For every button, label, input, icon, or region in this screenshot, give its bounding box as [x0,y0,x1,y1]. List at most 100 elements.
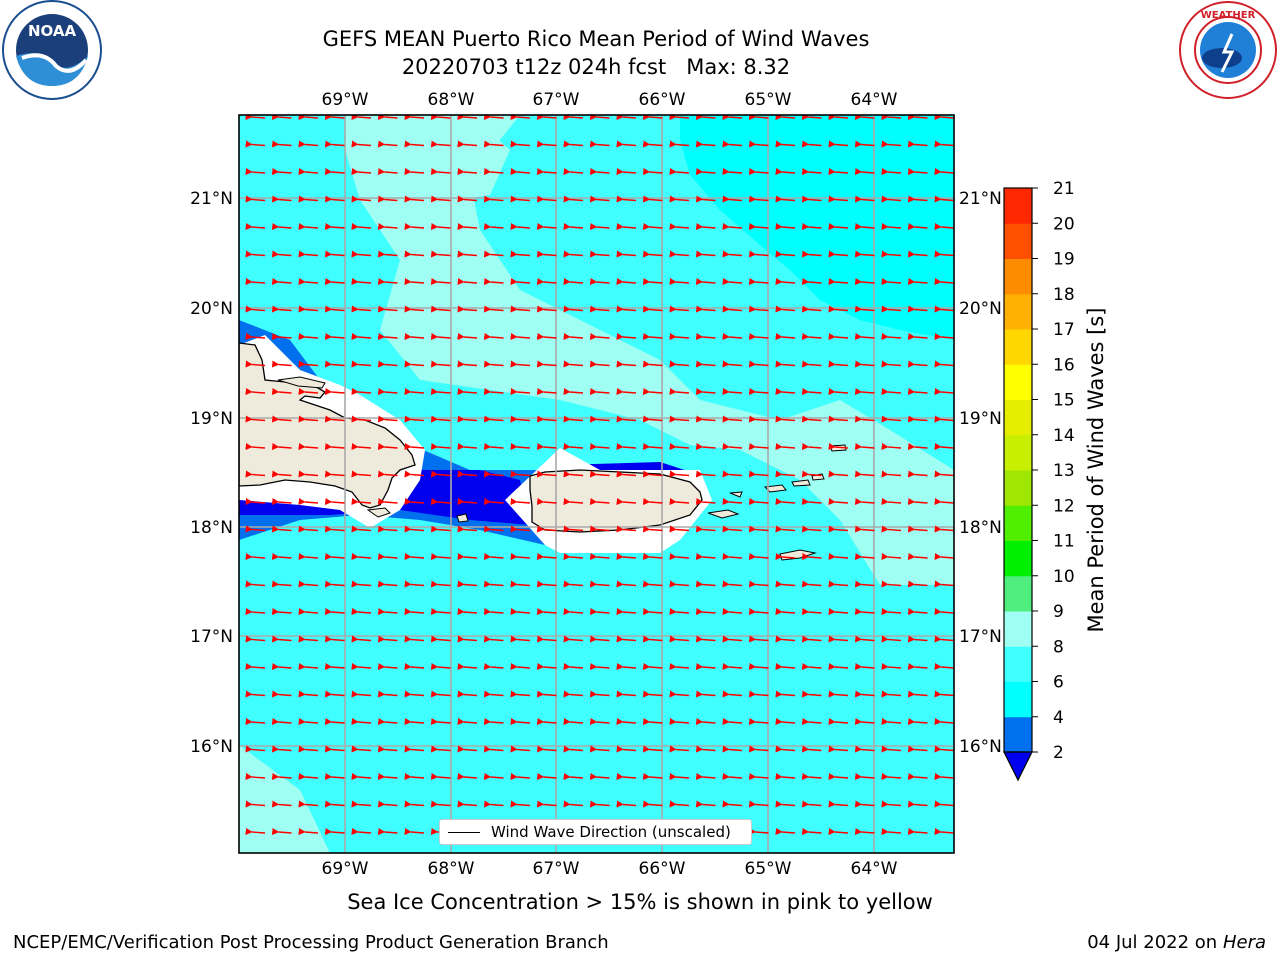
wave-direction-arrow [722,745,743,753]
wave-direction-arrow [324,415,345,423]
lat-label-left: 17°N [190,627,233,647]
colorbar-tick-label: 16 [1053,355,1075,375]
wave-direction-arrow [907,663,928,671]
wave-direction-arrow [934,525,954,533]
wave-direction-arrow [801,333,822,341]
wave-direction-arrow [801,115,822,121]
wave-direction-arrow [457,580,478,588]
wave-direction-arrow [404,140,425,148]
wave-direction-arrow [934,388,954,396]
wave-direction-arrow [510,360,531,368]
wave-direction-arrow [748,250,769,258]
wave-direction-arrow [324,388,345,396]
wave-direction-arrow [695,140,716,148]
wave-direction-arrow [298,223,319,231]
wave-direction-arrow [934,828,954,836]
wave-direction-arrow [536,580,557,588]
wave-direction-arrow [642,745,663,753]
wave-direction-arrow [245,250,266,258]
wave-direction-arrow [404,800,425,808]
wave-direction-arrow [351,443,372,451]
wave-direction-arrow [695,800,716,808]
colorbar-segment [1004,399,1032,436]
wave-direction-arrow [377,525,398,533]
wave-direction-arrow [589,800,610,808]
wave-direction-arrow [775,800,796,808]
wave-direction-arrow [722,305,743,313]
wave-direction-arrow [669,525,690,533]
wave-direction-arrow [801,168,822,176]
wave-direction-arrow [748,498,769,506]
wave-direction-arrow [907,773,928,781]
wave-direction-arrow [642,360,663,368]
wave-direction-arrow [483,388,504,396]
colorbar-tick-label: 14 [1053,426,1075,446]
wave-direction-arrow [377,278,398,286]
wave-direction-arrow [881,305,902,313]
wave-direction-arrow [669,745,690,753]
wave-direction-arrow [828,525,849,533]
wave-direction-arrow [642,800,663,808]
wave-direction-arrow [457,470,478,478]
wave-direction-arrow [298,388,319,396]
wave-direction-arrow [934,498,954,506]
wave-direction-arrow [722,800,743,808]
wave-direction-arrow [377,360,398,368]
wave-direction-arrow [669,608,690,616]
wave-direction-arrow [828,718,849,726]
wave-direction-arrow [510,580,531,588]
lon-label-bottom: 65°W [745,859,792,879]
wave-direction-arrow [510,140,531,148]
colorbar-segment [1004,470,1032,506]
wave-direction-arrow [536,635,557,643]
wave-direction-arrow [536,250,557,258]
wave-direction-arrow [616,223,637,231]
wave-direction-arrow [854,195,875,203]
wave-direction-arrow [695,333,716,341]
wave-direction-arrow [854,360,875,368]
colorbar-tick-label: 4 [1053,708,1064,728]
wave-direction-arrow [669,305,690,313]
wave-direction-arrow [404,115,425,121]
wave-direction-arrow [616,718,637,726]
wave-direction-arrow [563,580,584,588]
wave-direction-arrow [669,663,690,671]
wave-direction-arrow [298,663,319,671]
wave-direction-arrow [563,635,584,643]
wave-direction-arrow [589,333,610,341]
wave-direction-arrow [589,360,610,368]
wave-direction-arrow [934,635,954,643]
wave-direction-arrow [801,800,822,808]
wave-direction-arrow [298,443,319,451]
wave-direction-arrow [589,388,610,396]
wave-direction-arrow [828,333,849,341]
wave-direction-arrow [907,690,928,698]
wave-direction-arrow [695,498,716,506]
wave-direction-arrow [245,140,266,148]
wave-direction-arrow [404,360,425,368]
light-band-top [345,115,510,205]
wave-direction-arrow [271,140,292,148]
wave-direction-arrow [483,443,504,451]
wave-direction-arrow [669,580,690,588]
land-vieques [707,509,740,519]
wave-direction-arrow [695,115,716,121]
wave-direction-arrow [404,498,425,506]
wave-direction-arrow [271,333,292,341]
wave-direction-arrow [245,278,266,286]
wave-direction-arrow [801,745,822,753]
wave-direction-arrow [324,608,345,616]
wave-direction-arrow [801,580,822,588]
wave-direction-arrow [536,525,557,533]
wave-direction-arrow [828,498,849,506]
wave-direction-arrow [298,168,319,176]
wave-direction-arrow [510,223,531,231]
wave-direction-arrow [642,773,663,781]
wave-direction-arrow [589,663,610,671]
wave-direction-arrow [430,773,451,781]
wave-direction-arrow [271,498,292,506]
wave-direction-arrow [854,635,875,643]
wave-direction-arrow [457,553,478,561]
wave-direction-arrow [589,470,610,478]
wave-direction-arrow [642,498,663,506]
